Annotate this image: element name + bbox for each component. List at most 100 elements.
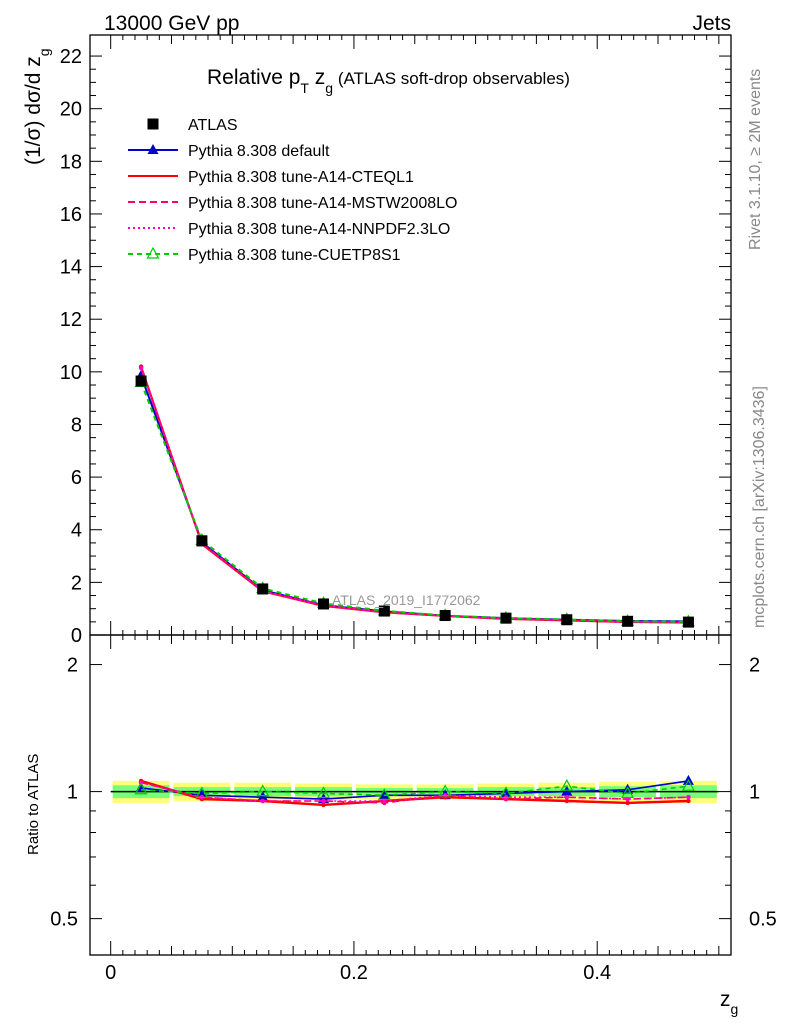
ratio-point-cuetp8s1 [195, 786, 209, 799]
series-cuetp8s1 [134, 375, 695, 627]
series-line-cuetp8s1 [140, 382, 689, 623]
series-line-cteql1 [140, 366, 689, 624]
series-default [135, 369, 694, 626]
ratio-point-cuetp8s1 [317, 786, 331, 799]
plot-title: Relative pT zg (ATLAS soft-drop observab… [207, 66, 570, 96]
ratio-tick-label: 1 [67, 782, 78, 804]
ratio-line-mstw [140, 781, 689, 804]
ratio-tick-label-right: 1 [749, 782, 760, 804]
ratio-point-cuetp8s1 [438, 784, 452, 797]
series-data [135, 375, 694, 628]
ratio-tick-label-right: 2 [749, 655, 760, 677]
y-tick-label: 20 [60, 99, 82, 121]
ratio-point-cuetp8s1 [681, 778, 695, 791]
y-tick-label: 18 [60, 151, 82, 173]
point-nnpdf [138, 365, 144, 371]
ratio-tick-label-right: 0.5 [749, 909, 777, 931]
y-tick-label: 0 [71, 625, 82, 647]
series-cteql1 [138, 364, 691, 625]
ratio-point-cuetp8s1 [134, 782, 148, 795]
point-data [378, 605, 390, 617]
rivet-label: Rivet 3.1.10, ≥ 2M events [747, 69, 764, 250]
ratio-point-cteql1 [564, 798, 569, 804]
ratio-point-cteql1 [625, 800, 630, 806]
series-nnpdf [138, 365, 691, 625]
series-line-default [140, 375, 689, 623]
ratio-point-cuetp8s1 [621, 786, 635, 799]
series-line-nnpdf [140, 367, 689, 624]
legend-label: Pythia 8.308 tune-A14-CTEQL1 [188, 169, 414, 186]
y-tick-label: 16 [60, 204, 82, 226]
legend-item-cuetp8s1: Pythia 8.308 tune-CUETP8S1 [128, 246, 401, 264]
point-data [135, 375, 147, 387]
legend-marker [147, 144, 159, 154]
ratio-point-cuetp8s1 [560, 778, 574, 791]
x-axis: 0 0.2 0.4 [105, 35, 720, 984]
ratio-line-default [140, 780, 689, 800]
legend-item-data: ATLAS [147, 117, 238, 134]
y-tick-label: 14 [60, 257, 82, 279]
point-data [257, 583, 269, 595]
legend-label: ATLAS [188, 117, 238, 134]
ratio-line-cuetp8s1 [141, 785, 689, 797]
main-panel-series [134, 364, 695, 628]
y-axis-label-ratio: Ratio to ATLAS [25, 754, 42, 855]
header-right: Jets [692, 12, 731, 35]
main-frame [89, 34, 732, 636]
ratio-point-default [378, 789, 390, 800]
analysis-watermark: ATLAS_2019_I1772062 [332, 592, 481, 608]
ratio-series-cuetp8s1 [134, 778, 695, 800]
ratio-line-nnpdf [140, 781, 689, 802]
y-tick-label: 10 [60, 362, 82, 384]
x-axis-label: zg [720, 988, 738, 1017]
y-tick-label: 4 [71, 520, 82, 542]
legend-item-cteql1: Pythia 8.308 tune-A14-CTEQL1 [128, 169, 414, 186]
ratio-axes: 0.5 0.5 1 1 2 2 [50, 655, 777, 931]
ratio-point-cuetp8s1 [499, 786, 513, 799]
y-tick-label: 8 [71, 414, 82, 436]
y-tick-label: 2 [71, 572, 82, 594]
ratio-point-nnpdf [321, 798, 326, 804]
ratio-point-default [500, 787, 512, 798]
ratio-point-cuetp8s1 [377, 788, 391, 800]
series-mstw [138, 365, 691, 625]
legend-item-default: Pythia 8.308 default [128, 143, 330, 160]
x-tick-label: 0.4 [583, 962, 611, 984]
series-line-mstw [140, 367, 689, 624]
legend-label: Pythia 8.308 tune-A14-MSTW2008LO [188, 195, 457, 212]
legend-label: Pythia 8.308 default [188, 143, 330, 160]
legend: ATLAS Pythia 8.308 default Pythia 8.308 tu… [128, 117, 457, 264]
ratio-point-cuetp8s1 [256, 784, 270, 797]
x-tick-label: 0 [105, 962, 116, 984]
point-data [439, 610, 451, 622]
legend-label: Pythia 8.308 tune-CUETP8S1 [188, 247, 401, 264]
mcplots-label: mcplots.cern.ch [arXiv:1306.3436] [751, 386, 768, 628]
y-tick-label: 6 [71, 467, 82, 489]
ratio-point-cteql1 [686, 798, 691, 804]
ratio-point-nnpdf [686, 794, 691, 800]
y-tick-label: 12 [60, 309, 82, 331]
point-data [318, 598, 330, 610]
ratio-point-nnpdf [260, 798, 265, 804]
ratio-tick-label: 2 [67, 655, 78, 677]
ratio-frame [89, 634, 732, 956]
ratio-point-nnpdf [564, 794, 569, 800]
x-tick-label: 0.2 [340, 962, 368, 984]
header-left: 13000 GeV pp [104, 12, 239, 35]
point-data [561, 614, 573, 626]
y-axis-label-main: (1/σ) dσ/d zg [22, 48, 52, 165]
y-tick-label: 22 [60, 46, 82, 68]
point-data [196, 535, 208, 547]
point-data [622, 615, 634, 627]
ratio-point-cteql1 [321, 802, 326, 808]
ratio-tick-label: 0.5 [50, 909, 78, 931]
legend-item-nnpdf: Pythia 8.308 tune-A14-NNPDF2.3LO [128, 221, 450, 238]
legend-marker [146, 246, 160, 259]
point-data [500, 612, 512, 624]
legend-label: Pythia 8.308 tune-A14-NNPDF2.3LO [188, 221, 450, 238]
legend-marker [147, 118, 159, 130]
main-axes: 0 2 4 6 8 10 12 14 16 18 20 22 [60, 46, 731, 647]
ratio-panel-series [134, 774, 695, 808]
legend-item-mstw: Pythia 8.308 tune-A14-MSTW2008LO [128, 195, 457, 212]
